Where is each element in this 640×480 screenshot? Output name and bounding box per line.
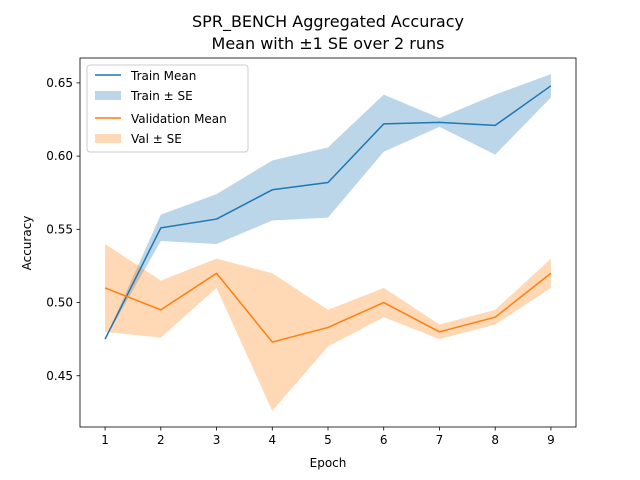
chart-title: SPR_BENCH Aggregated Accuracy <box>192 12 464 32</box>
y-axis-label: Accuracy <box>20 216 34 271</box>
y-tick-label: 0.60 <box>46 149 73 163</box>
x-tick-label: 3 <box>213 433 221 447</box>
x-tick-label: 7 <box>436 433 444 447</box>
x-tick-label: 8 <box>491 433 499 447</box>
plot-frame <box>79 57 577 428</box>
legend-validation-mean-label: Validation Mean <box>131 112 227 126</box>
x-axis-ticks: 1 2 3 4 5 6 7 8 9 <box>101 427 555 447</box>
x-tick-label: 6 <box>380 433 388 447</box>
chart-subtitle: Mean with ±1 SE over 2 runs <box>212 34 445 53</box>
legend-box <box>86 64 249 153</box>
legend-train-se-label: Train ± SE <box>130 89 193 103</box>
series-lines <box>104 85 552 343</box>
validation-mean-line <box>104 272 552 343</box>
x-tick-label: 2 <box>157 433 165 447</box>
y-tick-label: 0.50 <box>46 296 73 310</box>
x-axis-label: Epoch <box>310 456 347 470</box>
y-tick-label: 0.55 <box>46 222 73 236</box>
legend-train-mean-label: Train Mean <box>130 69 196 83</box>
x-tick-label: 5 <box>324 433 332 447</box>
y-tick-label: 0.65 <box>46 76 73 90</box>
legend-val-se-swatch <box>95 134 121 143</box>
legend: Train Mean Train ± SE Validation Mean Va… <box>86 64 249 153</box>
y-tick-label: 0.45 <box>46 369 73 383</box>
train-mean-line <box>104 85 552 340</box>
x-tick-label: 1 <box>101 433 109 447</box>
legend-val-se-label: Val ± SE <box>131 132 182 146</box>
legend-train-se-swatch <box>95 91 121 100</box>
train-se-band <box>105 74 551 340</box>
x-tick-label: 4 <box>268 433 276 447</box>
y-axis-ticks: 0.45 0.50 0.55 0.60 0.65 <box>46 76 80 383</box>
x-tick-label: 9 <box>547 433 555 447</box>
